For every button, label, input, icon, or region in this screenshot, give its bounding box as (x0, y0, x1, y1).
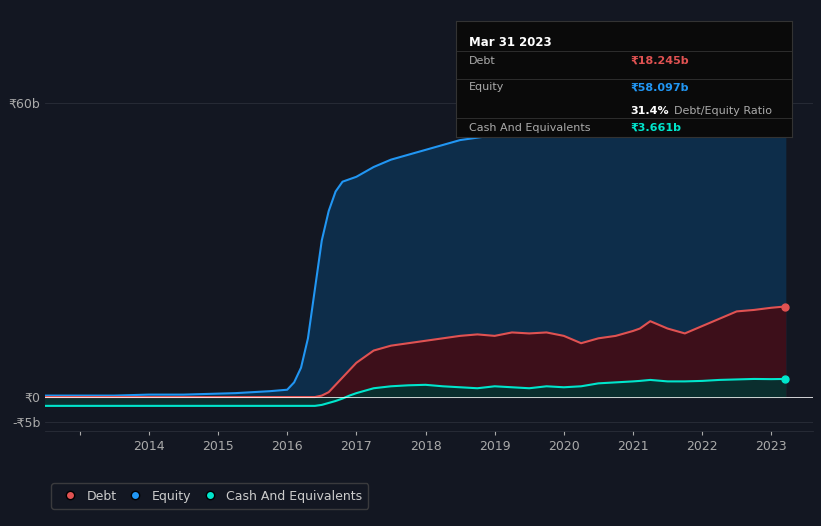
Text: ₹3.661b: ₹3.661b (631, 123, 681, 133)
Text: Cash And Equivalents: Cash And Equivalents (469, 123, 590, 133)
Legend: Debt, Equity, Cash And Equivalents: Debt, Equity, Cash And Equivalents (52, 483, 369, 509)
Text: Equity: Equity (469, 83, 504, 93)
Text: Mar 31 2023: Mar 31 2023 (469, 36, 552, 49)
Text: 31.4%: 31.4% (631, 106, 669, 116)
Text: ₹58.097b: ₹58.097b (631, 83, 689, 93)
Text: ₹18.245b: ₹18.245b (631, 56, 690, 66)
Text: Debt: Debt (469, 56, 496, 66)
Text: Debt/Equity Ratio: Debt/Equity Ratio (675, 106, 773, 116)
